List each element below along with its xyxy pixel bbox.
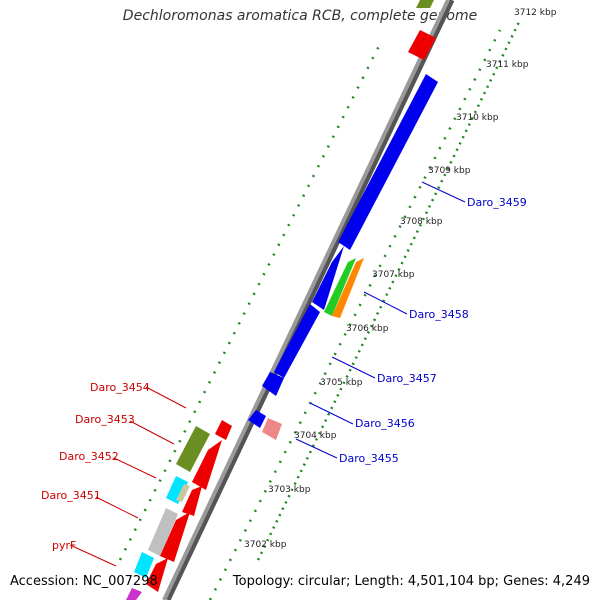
gene-pink[interactable] (262, 418, 282, 440)
gene-label-daro-3457[interactable]: Daro_3457 (377, 372, 437, 385)
ruler-dotted-line (256, 19, 522, 561)
tick-label: 3712 kbp (514, 8, 557, 18)
gene-daro-3457[interactable] (274, 304, 320, 378)
gene-forward-top-olive[interactable] (416, 0, 434, 8)
leader-daro-3453 (129, 420, 175, 445)
tick-label: 3706 kbp (346, 324, 389, 334)
gene-forward-top[interactable] (408, 30, 436, 60)
leader-daro-3459 (421, 181, 466, 203)
gene-daro-3452b[interactable] (176, 484, 190, 502)
leader-daro-3451 (95, 496, 139, 519)
tick-label: 3710 kbp (456, 113, 499, 123)
gene-daro-3455[interactable] (248, 410, 266, 428)
tick-label: 3703 kbp (268, 485, 311, 495)
tick-label: 3707 kbp (372, 270, 415, 280)
genome-summary-text: Topology: circular; Length: 4,501,104 bp… (232, 574, 590, 589)
tick-label: 3711 kbp (486, 60, 529, 70)
leader-daro-3455 (295, 438, 338, 459)
gene-label-daro-3454[interactable]: Daro_3454 (90, 381, 150, 394)
left-leader-lines (69, 386, 187, 567)
gene-forward-3[interactable] (160, 512, 190, 562)
tick-label: 3702 kbp (244, 540, 287, 550)
gene-label-daro-3451[interactable]: Daro_3451 (41, 489, 101, 502)
gene-label-daro-3453[interactable]: Daro_3453 (75, 413, 135, 426)
tick-label: 3708 kbp (400, 217, 443, 227)
gene-forward-4[interactable] (146, 558, 168, 592)
backbone (162, 0, 450, 600)
leader-daro-3457 (331, 356, 376, 379)
tick-label: 3704 kbp (294, 431, 337, 441)
gene-label-pyrf[interactable]: pyrF (52, 539, 76, 552)
outer-dotted-guide (208, 29, 502, 600)
tick-label: 3705 kbp (320, 378, 363, 388)
leader-daro-3456 (309, 402, 354, 425)
tick-label: 3709 kbp (428, 166, 471, 176)
backbone-shadow (165, 0, 455, 600)
gene-forward-bottom[interactable] (126, 588, 142, 600)
gene-label-daro-3456[interactable]: Daro_3456 (355, 417, 415, 430)
gene-daro-3452a[interactable] (166, 476, 188, 504)
right-leader-lines (295, 181, 466, 459)
gene-daro-3454[interactable] (176, 426, 210, 472)
gene-grey[interactable] (148, 508, 178, 556)
gene-daro-3453[interactable] (192, 440, 222, 490)
gene-daro-3451[interactable] (182, 486, 202, 516)
gene-label-daro-3452[interactable]: Daro_3452 (59, 450, 119, 463)
leader-daro-3458 (363, 291, 408, 315)
leader-daro-3454 (145, 386, 187, 409)
accession-text: Accession: NC_007298 (10, 574, 158, 589)
gene-label-daro-3459[interactable]: Daro_3459 (467, 196, 527, 209)
gene-daro-3456[interactable] (262, 372, 284, 396)
gene-pyrf[interactable] (134, 552, 154, 578)
gene-daro-3454-arrow[interactable] (215, 420, 232, 440)
gene-label-daro-3458[interactable]: Daro_3458 (409, 308, 469, 321)
gene-daro-3459[interactable] (338, 74, 438, 250)
gene-blue-mid[interactable] (312, 246, 344, 310)
map-title: Dechloromonas aromatica RCB, complete ge… (122, 8, 478, 24)
gene-daro-3458-orange[interactable] (332, 258, 364, 318)
gene-daro-3458-green[interactable] (324, 258, 356, 316)
gene-label-daro-3455[interactable]: Daro_3455 (339, 452, 399, 465)
leader-daro-3452 (113, 457, 157, 479)
leader-pyrf (69, 544, 117, 567)
inner-dotted-guide (118, 39, 384, 561)
